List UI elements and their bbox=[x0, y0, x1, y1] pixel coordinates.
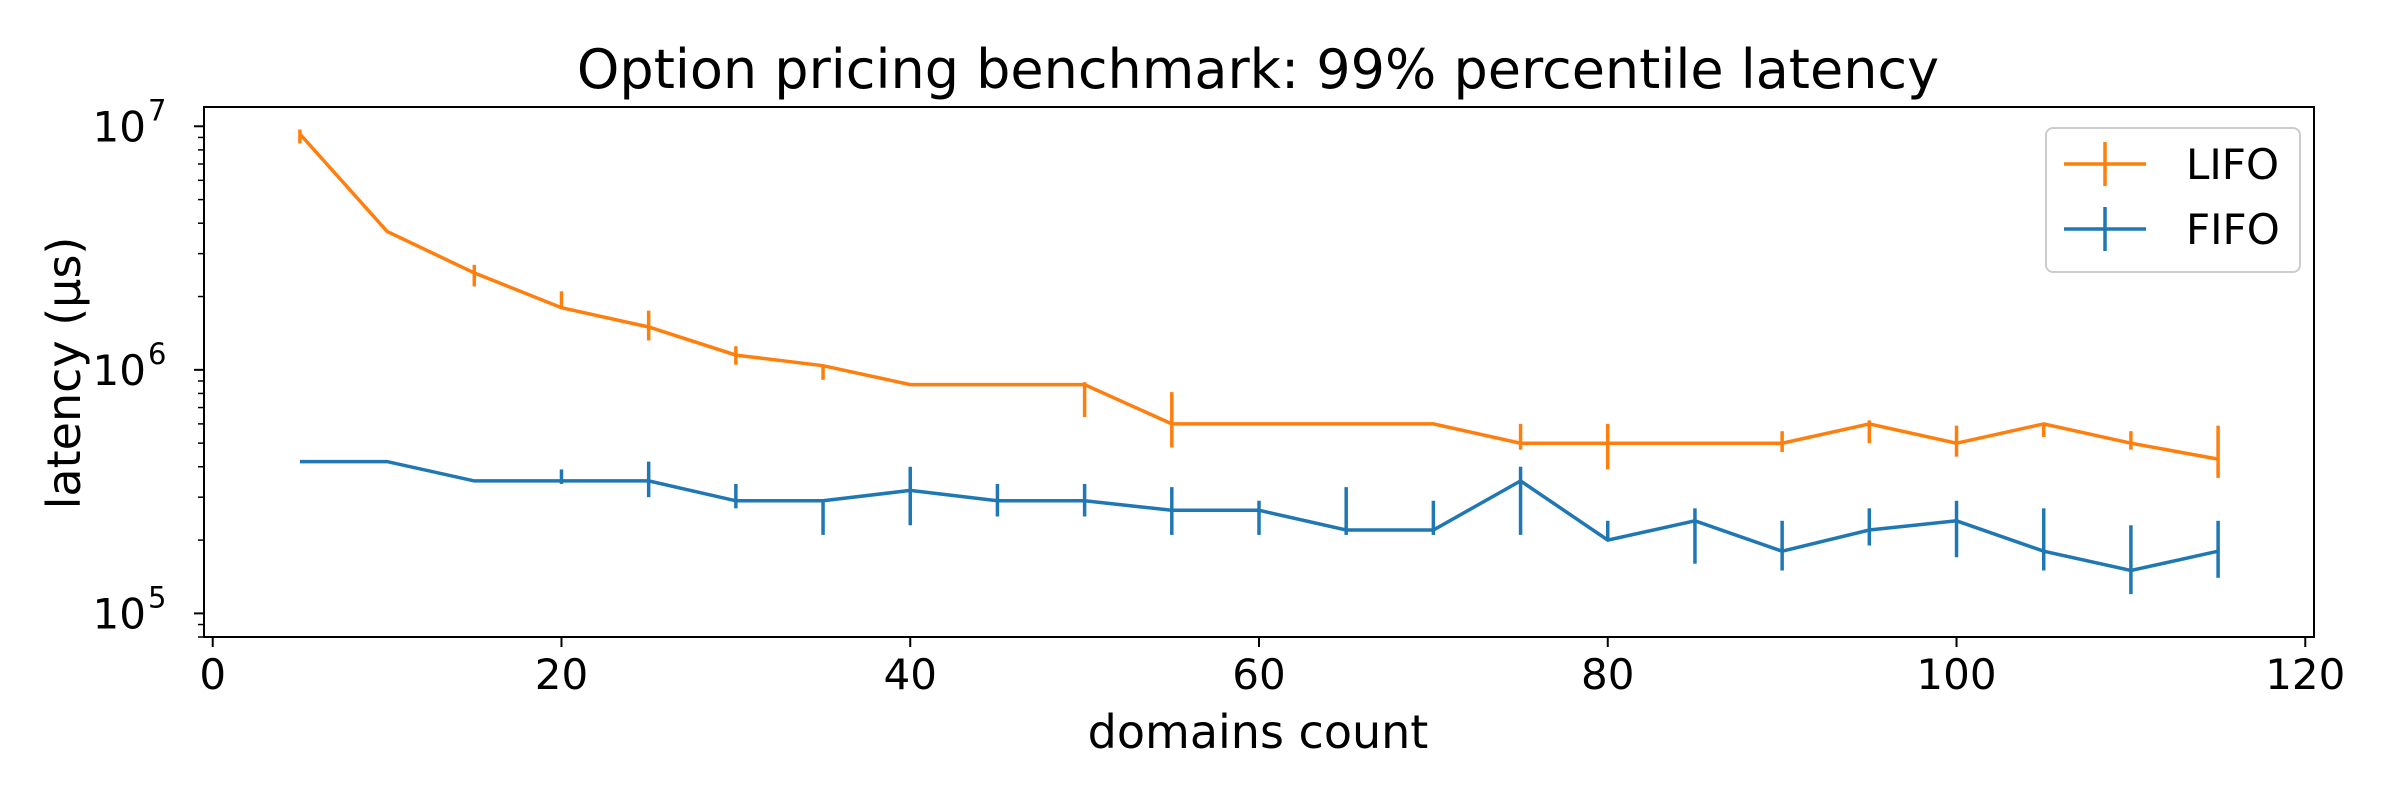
x-tick-label: 40 bbox=[884, 650, 937, 699]
legend-entry-fifo: FIFO bbox=[2064, 205, 2280, 254]
plot-frame bbox=[203, 106, 2315, 638]
legend-label: LIFO bbox=[2186, 140, 2279, 189]
y-axis-label: latency (µs) bbox=[37, 237, 91, 510]
legend-label: FIFO bbox=[2186, 205, 2280, 254]
x-tick-label: 0 bbox=[199, 650, 226, 699]
y-tick-label: 10 bbox=[93, 346, 146, 395]
x-tick-label: 120 bbox=[2265, 650, 2345, 699]
y-tick-label: 10 bbox=[93, 589, 146, 638]
y-tick-exponent: 5 bbox=[148, 580, 166, 614]
x-tick-label: 80 bbox=[1581, 650, 1634, 699]
y-tick-exponent: 6 bbox=[148, 337, 166, 371]
chart-title: Option pricing benchmark: 99% percentile… bbox=[577, 38, 1939, 101]
legend-entry-lifo: LIFO bbox=[2064, 140, 2279, 189]
legend: LIFO FIFO bbox=[2045, 127, 2301, 273]
x-tick-label: 60 bbox=[1232, 650, 1285, 699]
series-layer bbox=[298, 129, 2220, 595]
series-line bbox=[298, 132, 2219, 461]
series-lifo bbox=[298, 129, 2220, 478]
x-axis-label: domains count bbox=[1088, 705, 1429, 759]
x-tick-label: 100 bbox=[1916, 650, 1996, 699]
x-tick-label: 20 bbox=[535, 650, 588, 699]
y-tick-label: 10 bbox=[93, 102, 146, 151]
series-fifo bbox=[299, 459, 2220, 595]
y-tick-exponent: 7 bbox=[148, 93, 166, 127]
